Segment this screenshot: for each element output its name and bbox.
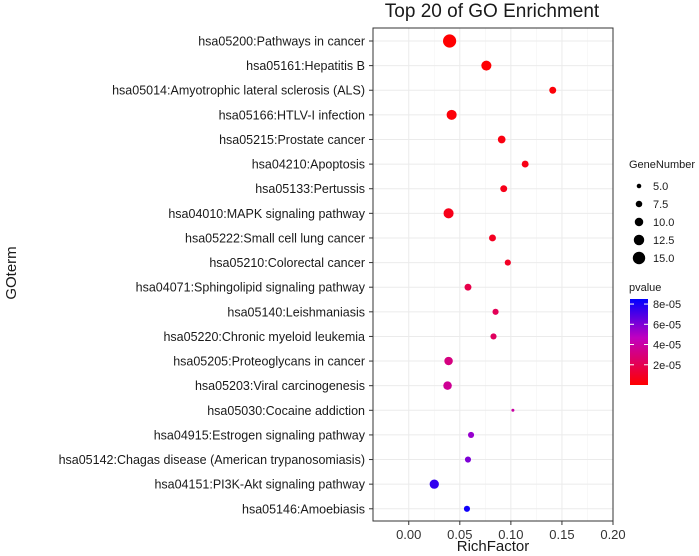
data-point [444, 356, 453, 366]
y-category-label: hsa05014:Amyotrophic lateral sclerosis (… [112, 84, 365, 98]
size-legend-label: 10.0 [653, 217, 674, 229]
data-point [443, 208, 454, 219]
data-point [481, 60, 492, 71]
y-axis-category-labels: hsa05200:Pathways in cancer hsa05161:Hepa… [59, 35, 366, 517]
y-category-label: hsa04915:Estrogen signaling pathway [154, 428, 366, 442]
data-point [442, 34, 457, 48]
y-category-label: hsa04071:Sphingolipid signaling pathway [136, 281, 366, 295]
size-legend-label: 5.0 [653, 181, 668, 193]
size-legend-label: 7.5 [653, 199, 668, 211]
data-point [511, 408, 515, 412]
y-category-label: hsa05215:Prostate cancer [219, 133, 365, 147]
color-legend: pvalue 8e-05 6e-05 4e-05 2e-05 [629, 282, 681, 385]
x-tick-label: 0.15 [549, 527, 574, 542]
y-axis-ticks [369, 40, 373, 510]
y-category-label: hsa05142:Chagas disease (American trypan… [59, 453, 365, 467]
data-point [492, 308, 499, 315]
y-category-label: hsa05222:Small cell lung cancer [185, 231, 365, 245]
size-legend-swatch [636, 183, 642, 189]
x-axis-ticks: 0.00 0.05 0.10 0.15 0.20 [396, 521, 626, 542]
y-category-label: hsa05210:Colorectal cancer [209, 256, 365, 270]
x-tick-label: 0.00 [396, 527, 421, 542]
y-category-label: hsa05166:HTLV-I infection [219, 108, 365, 122]
size-legend-swatch [635, 200, 643, 208]
color-legend-label: 2e-05 [653, 360, 681, 372]
data-point [464, 456, 472, 463]
y-category-label: hsa04210:Apoptosis [252, 158, 365, 172]
y-category-label: hsa05140:Leishmaniasis [227, 305, 365, 319]
size-legend: GeneNumber 5.0 7.5 10.0 12.5 15.0 [629, 159, 695, 265]
data-point [504, 259, 511, 266]
color-legend-title: pvalue [629, 282, 661, 294]
size-legend-swatch [632, 251, 646, 265]
y-category-label: hsa05133:Pertussis [255, 182, 365, 196]
color-legend-label: 6e-05 [653, 319, 681, 331]
x-tick-label: 0.05 [447, 527, 472, 542]
data-point [463, 505, 471, 512]
y-category-label: hsa05200:Pathways in cancer [198, 35, 365, 49]
y-category-label: hsa05220:Chronic myeloid leukemia [163, 330, 365, 344]
data-point [497, 135, 506, 144]
plot-panel-border [372, 27, 614, 522]
color-legend-label: 8e-05 [653, 299, 681, 311]
x-axis-title: RichFactor [457, 538, 530, 555]
grid [373, 28, 614, 521]
y-category-label: hsa05030:Cocaine addiction [207, 404, 365, 418]
data-point [490, 333, 497, 340]
data-point [429, 479, 439, 489]
chart-title: Top 20 of GO Enrichment [385, 1, 600, 22]
y-category-label: hsa05161:Hepatitis B [246, 59, 365, 73]
data-point [464, 283, 472, 291]
x-tick-label: 0.10 [498, 527, 523, 542]
size-legend-label: 15.0 [653, 253, 674, 265]
data-point [489, 234, 496, 242]
y-category-label: hsa05146:Amoebiasis [242, 502, 365, 516]
data-point [443, 381, 452, 390]
data-point [500, 185, 508, 193]
data-point [549, 86, 557, 94]
size-legend-title: GeneNumber [629, 159, 695, 171]
size-legend-swatch [633, 234, 645, 246]
color-legend-bar [630, 299, 648, 385]
y-category-label: hsa05203:Viral carcinogenesis [195, 379, 365, 393]
size-legend-label: 12.5 [653, 235, 674, 247]
data-point [467, 431, 475, 438]
color-legend-label: 4e-05 [653, 340, 681, 352]
y-category-label: hsa05205:Proteoglycans in cancer [173, 355, 365, 369]
data-point [521, 160, 529, 168]
x-tick-label: 0.20 [600, 527, 625, 542]
y-category-label: hsa04151:PI3K-Akt signaling pathway [154, 478, 365, 492]
y-axis-title: GOterm [3, 246, 20, 299]
size-legend-swatch [634, 217, 644, 227]
data-points [429, 34, 557, 512]
y-category-label: hsa04010:MAPK signaling pathway [168, 207, 365, 221]
data-point [446, 109, 457, 120]
